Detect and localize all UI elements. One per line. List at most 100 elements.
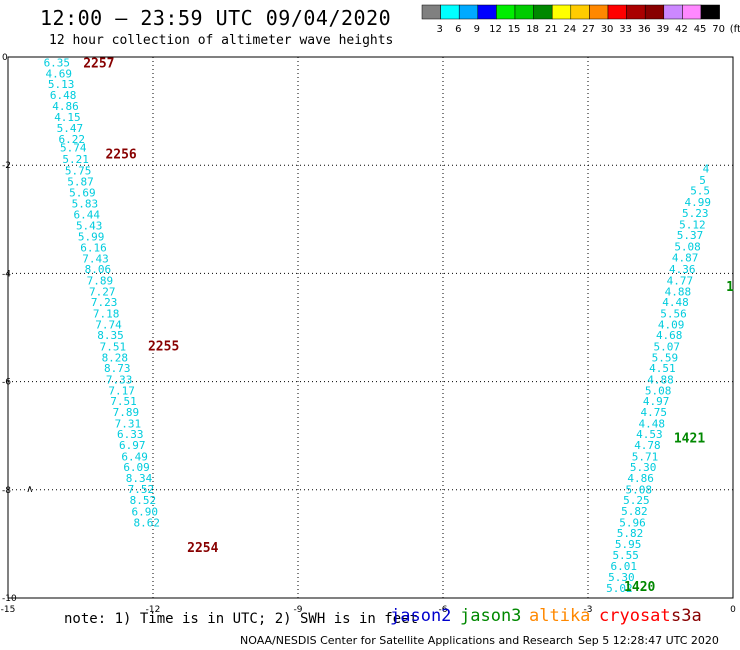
- footer-note: note: 1) Time is in UTC; 2) SWH is in fe…: [64, 611, 419, 627]
- wave-height-label: 7.17: [108, 384, 135, 397]
- page-title: 12:00 – 23:59 UTC 09/04/2020: [40, 6, 392, 30]
- x-tick-label: -3: [584, 605, 593, 615]
- scale-label-16: (ft): [730, 24, 740, 35]
- wave-height-label: 5.83: [72, 198, 99, 211]
- wave-height-label: 5.75: [65, 165, 92, 178]
- wave-height-label: 5.74: [60, 141, 87, 154]
- wave-height-label: 7.23: [91, 296, 118, 309]
- pass-time-label: 2254: [187, 541, 218, 556]
- wave-height-label: 5.56: [660, 308, 687, 321]
- wave-height-label: 5.08: [626, 483, 653, 496]
- wave-height-label: 5.07: [654, 341, 681, 354]
- wave-height-label: 4.88: [647, 374, 674, 387]
- wave-height-label: 8.62: [133, 516, 160, 529]
- x-tick-label: 0: [730, 605, 736, 615]
- wave-height-label: 6.49: [121, 450, 148, 463]
- wave-height-label: 7.27: [89, 285, 116, 298]
- scale-label-14: 45: [694, 24, 707, 35]
- wave-height-label: 8.52: [130, 494, 157, 507]
- wave-height-label: 5.5: [690, 185, 710, 198]
- x-tick-label: -15: [1, 605, 16, 615]
- wave-height-label: 4.48: [662, 296, 689, 309]
- wave-height-label: 4.86: [627, 472, 654, 485]
- wave-height-label: 7.51: [110, 395, 137, 408]
- scale-label-6: 21: [545, 24, 558, 35]
- wave-height-label: 5.21: [62, 153, 89, 166]
- scale-label-15: 70: [712, 24, 725, 35]
- wave-height-label: 4.51: [649, 362, 676, 375]
- pass-time-label: 2255: [148, 339, 179, 354]
- wave-height-label: 7.52: [128, 483, 155, 496]
- plot-frame: [7, 56, 734, 599]
- wave-height-label: 8.73: [104, 362, 131, 375]
- scale-label-12: 39: [657, 24, 670, 35]
- wave-height-label: 5.25: [623, 494, 650, 507]
- wave-height-label: 4.69: [46, 67, 73, 80]
- scale-label-11: 36: [638, 24, 651, 35]
- wave-height-label: 4.97: [643, 395, 670, 408]
- wave-height-label: 4.75: [640, 406, 667, 419]
- wave-height-label: 4.48: [639, 417, 666, 430]
- wave-height-label: 5.30: [608, 571, 635, 584]
- y-tick-label: -2: [2, 161, 11, 171]
- wave-height-label: 5.47: [57, 122, 84, 135]
- wave-height-label: 8.28: [102, 351, 129, 364]
- wave-height-label: 6.44: [74, 209, 101, 222]
- scale-swatch-15: [700, 4, 720, 20]
- mission-altika: altika: [529, 606, 591, 626]
- wave-height-label: 4.36: [669, 263, 696, 276]
- wave-height-label: 5.82: [617, 527, 644, 540]
- scale-label-5: 18: [526, 24, 539, 35]
- wave-height-label: 7.51: [100, 341, 127, 354]
- page-subtitle: 12 hour collection of altimeter wave hei…: [49, 33, 394, 48]
- scale-label-2: 9: [474, 24, 480, 35]
- wave-height-label: 6.97: [119, 439, 146, 452]
- wave-height-label: 4.87: [672, 251, 699, 264]
- wave-height-label: 5.96: [619, 516, 646, 529]
- wave-height-label: 6.48: [50, 89, 77, 102]
- wave-height-label: 5.82: [621, 505, 648, 518]
- wave-height-label: 6.35: [44, 56, 71, 69]
- credit-text: NOAA/NESDIS Center for Satellite Applica…: [240, 634, 574, 647]
- wave-height-label: 4.68: [656, 329, 683, 342]
- y-tick-label: -6: [2, 378, 11, 388]
- pass-time-label: 2257: [83, 56, 114, 71]
- wave-height-label: 8.06: [85, 263, 112, 276]
- wave-height-label: 5.12: [679, 218, 706, 231]
- wave-height-label: 5.43: [76, 219, 103, 232]
- wave-height-label: 5.30: [630, 461, 657, 474]
- scale-label-7: 24: [564, 24, 577, 35]
- wave-height-label: 5.08: [674, 240, 701, 253]
- y-tick-label: -4: [2, 269, 11, 279]
- mission-jason3: jason3: [460, 606, 522, 626]
- pass-time-label: 1: [726, 280, 734, 295]
- wave-height-label: 7.74: [95, 318, 122, 331]
- mission-s3a: s3a: [671, 606, 702, 626]
- pass-time-label: 2256: [105, 147, 136, 162]
- wave-height-label: 5.02: [606, 582, 633, 595]
- x-tick-label: -6: [439, 605, 448, 615]
- wave-height-label: 7.18: [93, 308, 120, 321]
- scale-label-8: 27: [582, 24, 595, 35]
- wave-height-label: 4.53: [636, 428, 663, 441]
- wave-height-label: 7.33: [106, 374, 133, 387]
- scale-label-9: 30: [601, 24, 614, 35]
- wave-height-label: 4.88: [665, 285, 692, 298]
- y-tick-label: -10: [2, 594, 17, 604]
- wave-height-label: 6.09: [123, 461, 150, 474]
- mission-jason2: jason2: [390, 606, 452, 626]
- wave-height-label: 6.16: [80, 242, 107, 255]
- y-tick-label: 0: [2, 53, 8, 63]
- wave-height-label: 5.59: [652, 351, 679, 364]
- wave-height-label: 4: [703, 163, 710, 176]
- scale-label-1: 6: [455, 24, 461, 35]
- wave-height-label: 4.09: [658, 318, 685, 331]
- wave-height-label: 8.34: [126, 472, 153, 485]
- wave-height-label: 5.55: [612, 549, 639, 562]
- wave-height-label: 6.22: [59, 133, 86, 146]
- y-tick-label: -8: [2, 486, 11, 496]
- wave-height-label: 4.86: [52, 100, 79, 113]
- scale-label-10: 33: [619, 24, 632, 35]
- wave-height-label: 7.89: [87, 275, 114, 288]
